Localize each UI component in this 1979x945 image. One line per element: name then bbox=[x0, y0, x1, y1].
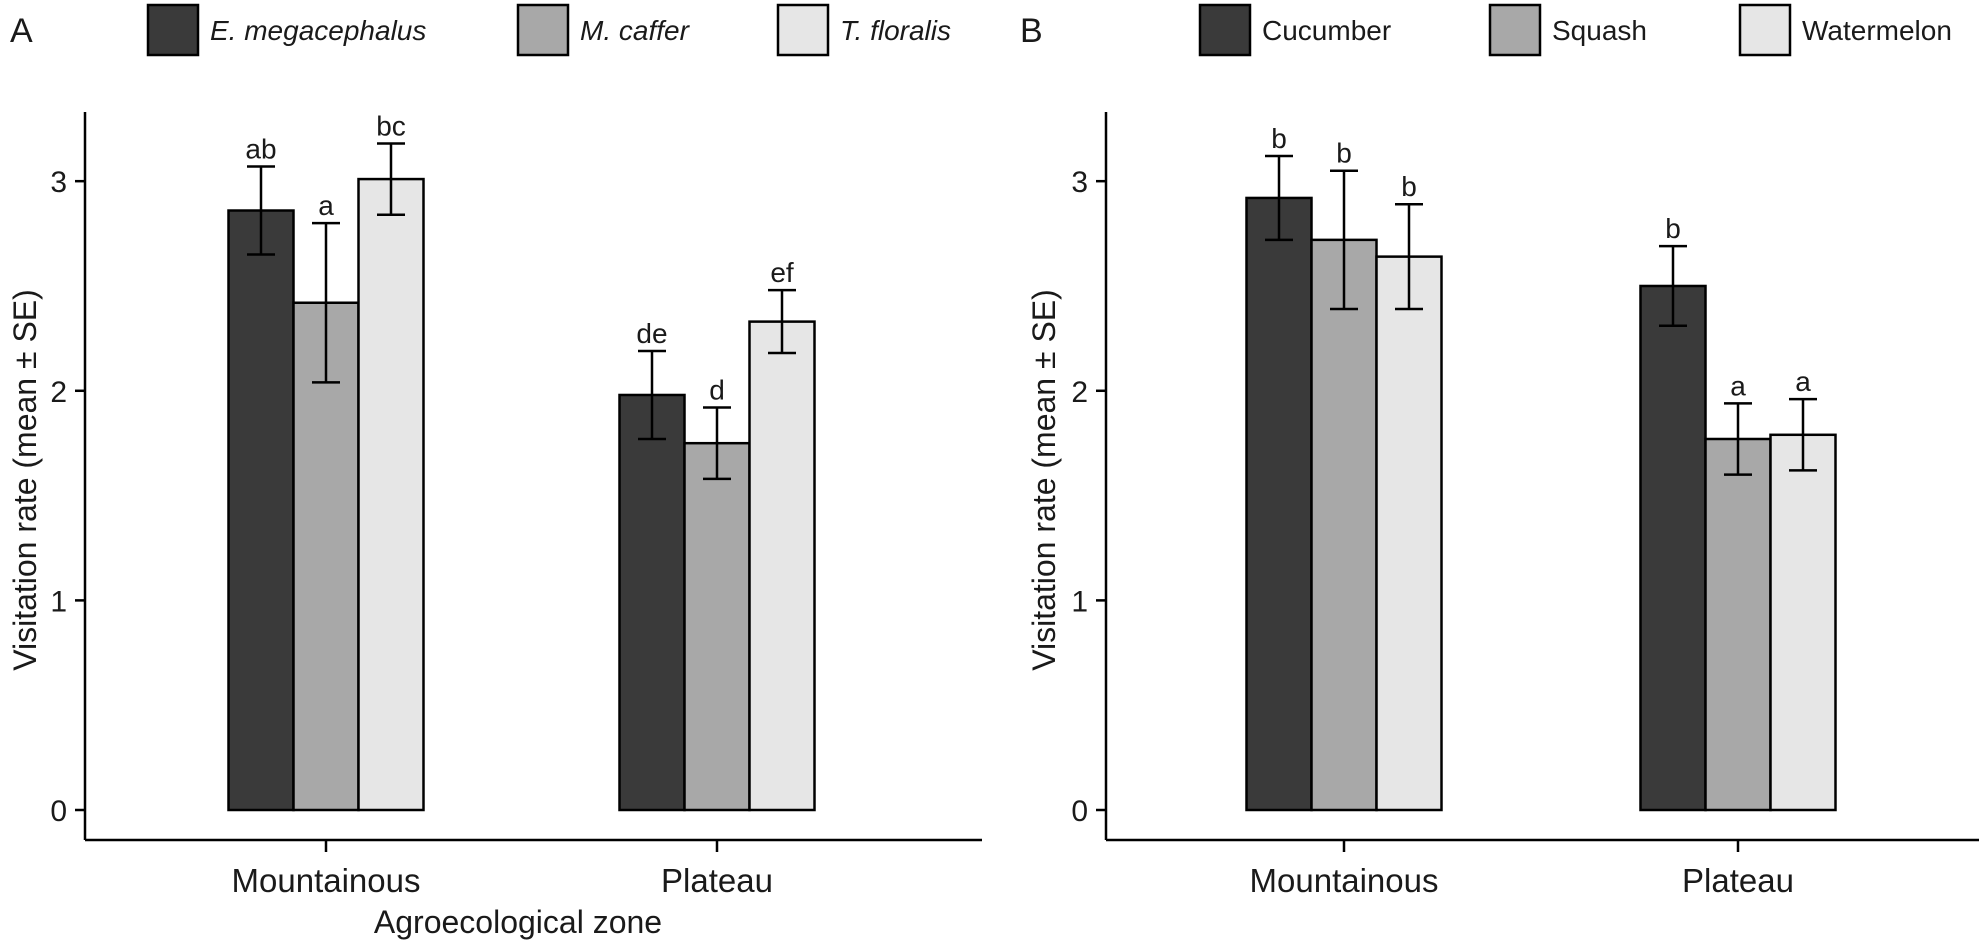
panel-a-error-bar bbox=[312, 221, 340, 384]
panel-b-legend-item: Watermelon bbox=[1738, 3, 1952, 57]
panel-a-legend-swatch bbox=[776, 3, 830, 57]
panel-b-y-axis-title: Visitation rate (mean ± SE) bbox=[1026, 289, 1062, 671]
panel-b-y-tick-label: 3 bbox=[1071, 166, 1088, 199]
panel-b-letter: B bbox=[1020, 12, 1043, 50]
panel-b-legend-label: Squash bbox=[1552, 15, 1647, 46]
panel-a-legend-swatch bbox=[516, 3, 570, 57]
panel-a-significance-label: d bbox=[709, 375, 725, 406]
panel-a-x-tick-label: Mountainous bbox=[232, 862, 421, 899]
panel-a-significance-label: de bbox=[636, 318, 667, 349]
panel-a-plot: 0 1 2 3 Mountainous ab a bc Plateau de d ef bbox=[50, 110, 982, 899]
panel-b-bar bbox=[1375, 255, 1443, 812]
panel-a-legend: E. megacephalus M. caffer T. floralis bbox=[146, 3, 951, 57]
panel-b-x-tick-label: Plateau bbox=[1682, 862, 1794, 899]
panel-b-error-bar bbox=[1659, 244, 1687, 328]
panel-a-significance-label: a bbox=[318, 190, 334, 221]
panel-a-legend-item: T. floralis bbox=[776, 3, 951, 57]
panel-a-legend-label: T. floralis bbox=[840, 15, 951, 46]
panel-b-y-tick-label: 1 bbox=[1071, 585, 1088, 618]
panel-b-legend-label: Watermelon bbox=[1802, 15, 1952, 46]
panel-a-y-axis-title: Visitation rate (mean ± SE) bbox=[7, 289, 43, 671]
panel-a-legend-label: M. caffer bbox=[580, 15, 691, 46]
panel-b-significance-label: b bbox=[1336, 138, 1352, 169]
panel-a-error-bar bbox=[377, 142, 405, 216]
panel-b-error-bar bbox=[1789, 397, 1817, 472]
panel-a-y-tick-label: 2 bbox=[50, 376, 67, 409]
panel-b-bar bbox=[1704, 437, 1772, 812]
panel-a-x-axis-title: Agroecological zone bbox=[374, 904, 662, 940]
panel-b-bar bbox=[1639, 284, 1707, 812]
panel-b-significance-label: b bbox=[1401, 171, 1417, 202]
panel-a-error-bar bbox=[247, 165, 275, 256]
panel-a-significance-label: ab bbox=[245, 133, 276, 164]
panel-a-significance-label: bc bbox=[376, 110, 406, 141]
panel-b-significance-label: a bbox=[1795, 366, 1811, 397]
panel-b-legend-swatch bbox=[1738, 3, 1792, 57]
panel-b-y-tick-label: 2 bbox=[1071, 376, 1088, 409]
panel-b-legend-swatch bbox=[1488, 3, 1542, 57]
panel-b-significance-label: b bbox=[1271, 123, 1287, 154]
panel-a-bar bbox=[227, 209, 295, 812]
panel-a-bar bbox=[357, 177, 425, 812]
panel-a-legend-item: M. caffer bbox=[516, 3, 691, 57]
panel-a-legend-swatch bbox=[146, 3, 200, 57]
panel-a: A E. megacephalus M. caffer T. floralis 0 1… bbox=[7, 3, 982, 940]
panel-b-significance-label: a bbox=[1730, 370, 1746, 401]
panel-b-legend-item: Squash bbox=[1488, 3, 1647, 57]
panel-a-bar bbox=[618, 393, 686, 812]
panel-b-legend-swatch bbox=[1198, 3, 1252, 57]
panel-a-legend-label: E. megacephalus bbox=[210, 15, 426, 46]
panel-a-error-bar bbox=[703, 406, 731, 481]
panel-b-error-bar bbox=[1265, 154, 1293, 242]
panel-b-error-bar bbox=[1724, 402, 1752, 476]
panel-b: B Cucumber Squash Watermelon 0 1 2 3 Mountaino… bbox=[1020, 3, 1979, 899]
panel-a-error-bar bbox=[768, 288, 796, 355]
panel-a-bar bbox=[683, 441, 751, 812]
panel-a-letter: A bbox=[10, 12, 33, 50]
panel-a-bar bbox=[748, 320, 816, 812]
panel-b-bar bbox=[1769, 433, 1837, 812]
panel-b-error-bar bbox=[1395, 202, 1423, 311]
panel-b-legend: Cucumber Squash Watermelon bbox=[1198, 3, 1952, 57]
panel-b-y-tick-label: 0 bbox=[1071, 795, 1088, 828]
panel-b-bar bbox=[1310, 238, 1378, 812]
panel-b-legend-label: Cucumber bbox=[1262, 15, 1391, 46]
panel-a-y-tick-label: 0 bbox=[50, 795, 67, 828]
panel-a-x-tick-label: Plateau bbox=[661, 862, 773, 899]
panel-b-x-tick-label: Mountainous bbox=[1250, 862, 1439, 899]
panel-b-plot: 0 1 2 3 Mountainous b b b Plateau b a a bbox=[1071, 112, 1979, 899]
panel-b-significance-label: b bbox=[1665, 213, 1681, 244]
panel-a-y-tick-label: 1 bbox=[50, 585, 67, 618]
panel-a-significance-label: ef bbox=[770, 257, 794, 288]
panel-a-legend-item: E. megacephalus bbox=[146, 3, 426, 57]
panel-a-error-bar bbox=[638, 349, 666, 441]
panel-b-legend-item: Cucumber bbox=[1198, 3, 1391, 57]
panel-b-bar bbox=[1245, 196, 1313, 812]
panel-b-error-bar bbox=[1330, 169, 1358, 311]
panel-a-y-tick-label: 3 bbox=[50, 166, 67, 199]
